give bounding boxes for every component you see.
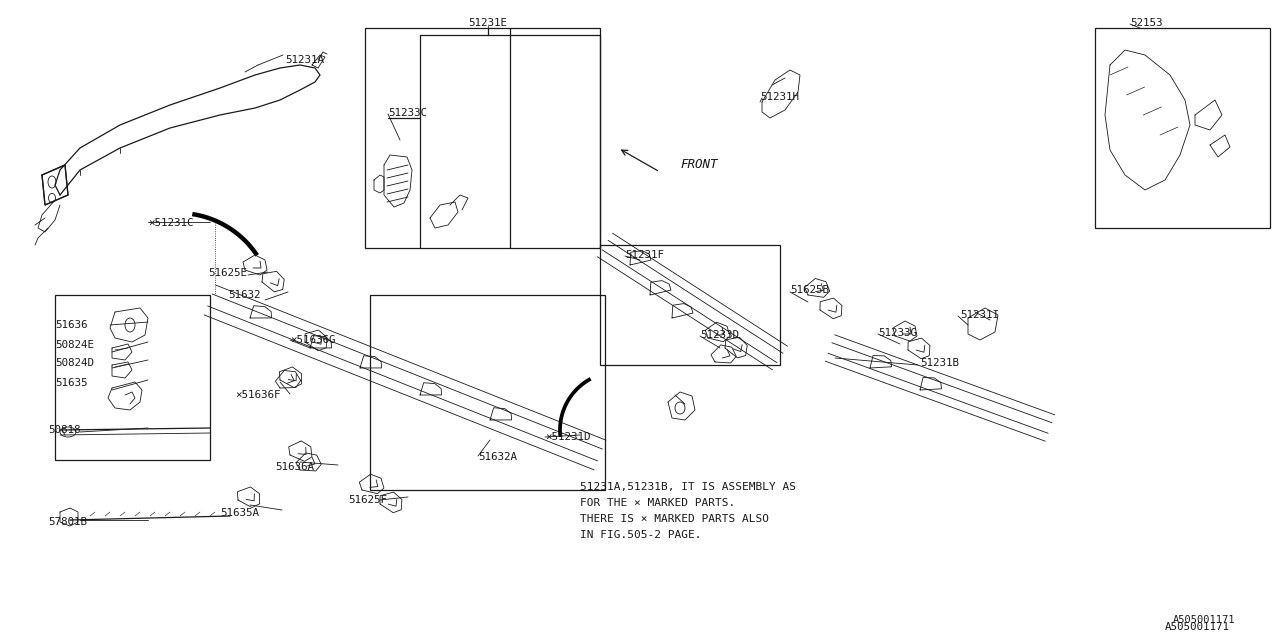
Text: ×51636G: ×51636G	[291, 335, 335, 345]
Text: FOR THE × MARKED PARTS.: FOR THE × MARKED PARTS.	[580, 498, 735, 508]
Text: 50824D: 50824D	[55, 358, 93, 368]
Text: 51632A: 51632A	[477, 452, 517, 462]
Text: 51231E: 51231E	[468, 18, 507, 28]
Bar	[55, 295, 210, 460]
Text: ×51231D: ×51231D	[545, 432, 590, 442]
Text: 51231A,51231B, IT IS ASSEMBLY AS: 51231A,51231B, IT IS ASSEMBLY AS	[580, 482, 796, 492]
Text: 50818: 50818	[49, 425, 81, 435]
Text: 51231B: 51231B	[920, 358, 959, 368]
Bar	[600, 245, 780, 365]
Text: 51625F: 51625F	[348, 495, 387, 505]
Text: 51231I: 51231I	[960, 310, 998, 320]
Text: 51625B: 51625B	[790, 285, 829, 295]
Text: 51625E: 51625E	[207, 268, 247, 278]
Polygon shape	[42, 165, 68, 205]
Text: THERE IS × MARKED PARTS ALSO: THERE IS × MARKED PARTS ALSO	[580, 514, 769, 524]
Text: A505001171: A505001171	[1172, 615, 1235, 625]
Text: FRONT: FRONT	[680, 159, 718, 172]
Text: 51632: 51632	[228, 290, 261, 300]
Bar	[370, 295, 605, 490]
Text: 51635: 51635	[55, 378, 87, 388]
Text: A505001171: A505001171	[1165, 622, 1230, 632]
Text: 51233G: 51233G	[878, 328, 916, 338]
Text: 50824E: 50824E	[55, 340, 93, 350]
Text: 51233D: 51233D	[700, 330, 739, 340]
Text: 51636: 51636	[55, 320, 87, 330]
Text: 51233C: 51233C	[388, 108, 428, 118]
Text: 51231H: 51231H	[760, 92, 799, 102]
Text: ×51231C: ×51231C	[148, 218, 193, 228]
Text: 51635A: 51635A	[220, 508, 259, 518]
Text: 52153: 52153	[1130, 18, 1162, 28]
Bar	[1094, 28, 1270, 228]
Text: IN FIG.505-2 PAGE.: IN FIG.505-2 PAGE.	[580, 530, 701, 540]
Bar	[365, 28, 600, 248]
Text: 57801B: 57801B	[49, 517, 87, 527]
Text: ×51636F: ×51636F	[236, 390, 280, 400]
Text: 51231A: 51231A	[285, 55, 324, 65]
Text: 51636A: 51636A	[275, 462, 314, 472]
Text: 51231F: 51231F	[625, 250, 664, 260]
